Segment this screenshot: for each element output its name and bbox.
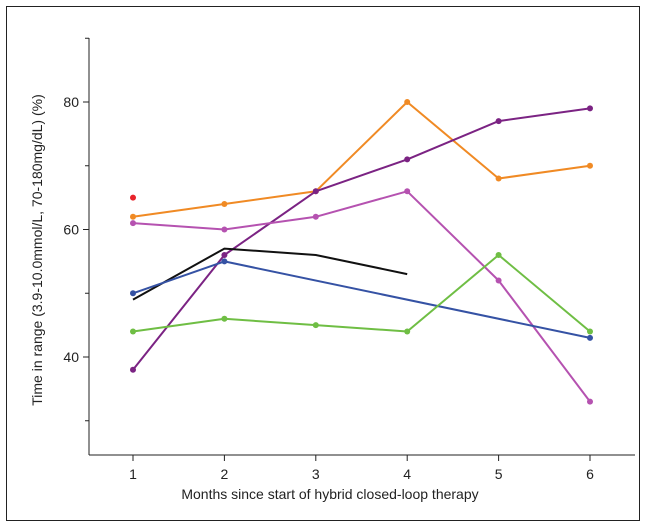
series-line: [132, 107, 591, 371]
x-tick-label: 5: [495, 466, 503, 482]
data-point: [587, 328, 593, 335]
data-point: [587, 105, 593, 112]
data-point: [130, 366, 136, 373]
data-point: [404, 328, 411, 335]
data-point: [404, 99, 411, 105]
data-point: [495, 252, 502, 258]
series-layer: [130, 99, 593, 405]
data-point: [404, 156, 411, 163]
axes: [88, 38, 635, 456]
data-point: [130, 194, 136, 201]
x-tick-label: 6: [586, 466, 594, 482]
data-point: [221, 252, 228, 258]
data-point: [130, 290, 136, 297]
data-point: [221, 201, 228, 207]
chart-frame: [6, 6, 640, 521]
series-1: [130, 194, 136, 201]
x-tick-label: 3: [312, 466, 320, 482]
data-point: [221, 315, 228, 322]
x-tick-label: 2: [221, 466, 229, 482]
series-3: [130, 105, 593, 373]
data-point: [130, 328, 136, 335]
data-point: [587, 398, 593, 405]
data-point: [587, 334, 593, 341]
x-tick-label: 1: [129, 466, 137, 482]
data-point: [221, 226, 228, 233]
series-line: [132, 190, 591, 403]
series-line: [132, 254, 591, 333]
y-tick-label: 80: [63, 94, 79, 110]
series-7: [130, 252, 593, 335]
series-6: [130, 258, 593, 341]
y-ticks: 40 60 80: [63, 37, 89, 422]
x-ticks: 1 2 3 4 5 6: [129, 455, 594, 482]
data-point: [312, 213, 319, 220]
series-line: [132, 101, 591, 218]
data-point: [312, 322, 319, 329]
y-tick-label: 60: [63, 222, 79, 238]
series-4: [130, 188, 593, 405]
series-5: [132, 247, 408, 301]
series-line: [132, 247, 408, 301]
data-point: [404, 188, 411, 195]
data-point: [587, 162, 593, 169]
data-point: [495, 118, 502, 125]
data-point: [495, 277, 502, 284]
y-axis-title: Time in range (3.9-10.0mmol/L, 70-180mg/…: [29, 94, 45, 406]
data-point: [130, 220, 136, 227]
x-axis-title: Months since start of hybrid closed-loop…: [181, 486, 478, 502]
y-tick-label: 40: [63, 349, 79, 365]
data-point: [130, 213, 136, 220]
data-point: [495, 175, 502, 182]
data-point: [221, 258, 228, 265]
x-tick-label: 4: [403, 466, 411, 482]
data-point: [312, 188, 319, 195]
